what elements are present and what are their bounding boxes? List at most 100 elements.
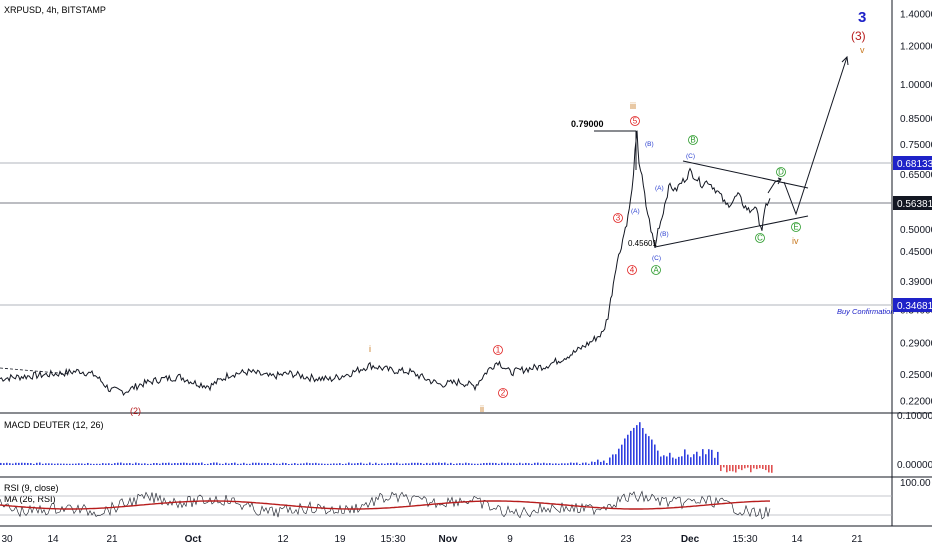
- price-line: [0, 130, 771, 397]
- macd-bar: [60, 463, 62, 465]
- macd-bar: [51, 463, 53, 465]
- macd-bar: [420, 462, 422, 465]
- macd-bar: [36, 462, 38, 465]
- macd-bar: [339, 463, 341, 465]
- projection-path[interactable]: [767, 55, 849, 216]
- macd-bar: [717, 451, 719, 465]
- macd-bar: [702, 449, 704, 465]
- macd-bar: [258, 462, 260, 465]
- macd-bar: [459, 463, 461, 465]
- macd-bar: [699, 456, 701, 465]
- macd-bar: [75, 463, 77, 465]
- macd-bar: [543, 462, 545, 465]
- macd-bar: [213, 462, 215, 465]
- macd-bar: [450, 462, 452, 465]
- macd-bar: [267, 462, 269, 465]
- macd-bar: [231, 463, 233, 465]
- macd-bar: [180, 462, 182, 465]
- subwave-B1: (B): [645, 141, 654, 148]
- low-price-label: 0.45601: [628, 239, 657, 248]
- macd-bar: [90, 463, 92, 465]
- macd-bar: [243, 462, 245, 465]
- macd-bar: [255, 462, 257, 465]
- macd-bar: [165, 462, 167, 465]
- triangle-drawing[interactable]: [654, 160, 809, 248]
- projection-d-arrowhead: [777, 177, 782, 185]
- wave-2-paren-label: (2): [130, 406, 141, 416]
- macd-bar: [714, 457, 716, 465]
- macd-bar: [723, 465, 725, 468]
- macd-bar: [225, 462, 227, 465]
- macd-bar: [21, 462, 23, 465]
- macd-bar: [573, 462, 575, 465]
- macd-bar: [426, 462, 428, 465]
- macd-bar: [186, 462, 188, 465]
- macd-bar: [618, 448, 620, 465]
- macd-bar: [318, 463, 320, 465]
- macd-bar: [753, 465, 755, 469]
- macd-bar: [138, 463, 140, 465]
- macd-bar: [312, 463, 314, 465]
- macd-bar: [462, 463, 464, 465]
- macd-bar: [387, 463, 389, 465]
- macd-bar: [264, 463, 266, 465]
- macd-bar: [12, 463, 14, 465]
- macd-bar: [555, 463, 557, 465]
- macd-bar: [477, 463, 479, 465]
- macd-bar: [87, 462, 89, 465]
- macd-tick-top: 0.10000: [897, 411, 932, 422]
- macd-bar: [756, 465, 758, 470]
- macd-bar: [657, 450, 659, 465]
- macd-bar: [207, 463, 209, 465]
- time-tick-16: 16: [563, 534, 575, 545]
- macd-bar: [276, 463, 278, 465]
- macd-bar: [183, 462, 185, 465]
- circled-wave-D: D: [776, 167, 786, 177]
- price-tick-1.00000: 1.00000: [900, 80, 932, 91]
- macd-bar: [507, 462, 509, 465]
- macd-bar: [117, 462, 119, 465]
- rsi-ma-title: MA (26, RSI): [4, 494, 56, 504]
- macd-bar: [132, 463, 134, 465]
- macd-bar: [384, 463, 386, 465]
- svg-text:0.56381: 0.56381: [897, 199, 932, 210]
- macd-bar: [108, 463, 110, 465]
- macd-bar: [192, 462, 194, 465]
- macd-bar: [567, 463, 569, 465]
- macd-bar: [501, 462, 503, 465]
- macd-bar: [159, 463, 161, 465]
- macd-bar: [681, 456, 683, 465]
- macd-bar: [435, 463, 437, 465]
- svg-text:5: 5: [633, 117, 638, 126]
- triangle-lower-line[interactable]: [654, 215, 809, 248]
- macd-bar: [735, 465, 737, 473]
- macd-bar: [222, 463, 224, 465]
- macd-bar: [342, 463, 344, 465]
- triangle-upper-line[interactable]: [682, 160, 809, 189]
- time-tick-14: 14: [791, 534, 803, 545]
- macd-bar: [39, 462, 41, 465]
- macd-bar: [201, 462, 203, 465]
- macd-bar: [744, 465, 746, 469]
- macd-bar: [552, 463, 554, 465]
- macd-bar: [759, 465, 761, 469]
- macd-bar: [105, 463, 107, 465]
- macd-bar: [114, 463, 116, 465]
- svg-text:1: 1: [496, 346, 501, 355]
- macd-bar: [627, 434, 629, 465]
- macd-bar: [453, 463, 455, 465]
- wave-degree-label: 3: [858, 9, 866, 26]
- buy-confirmation-label: Buy Confirmation: [837, 307, 895, 316]
- macd-bar: [240, 463, 242, 465]
- high-price-label: 0.79000: [571, 119, 604, 129]
- time-axis[interactable]: 30 14 21 Oct 12 19 15:30 Nov 9 16 23 Dec 15:30 14 21: [1, 534, 863, 545]
- macd-bar: [369, 462, 371, 465]
- macd-bar: [306, 462, 308, 465]
- macd-bar: [438, 462, 440, 465]
- macd-bar: [402, 463, 404, 465]
- macd-bar: [18, 462, 20, 465]
- dashed-trend-line: [0, 367, 71, 375]
- macd-bar: [153, 463, 155, 465]
